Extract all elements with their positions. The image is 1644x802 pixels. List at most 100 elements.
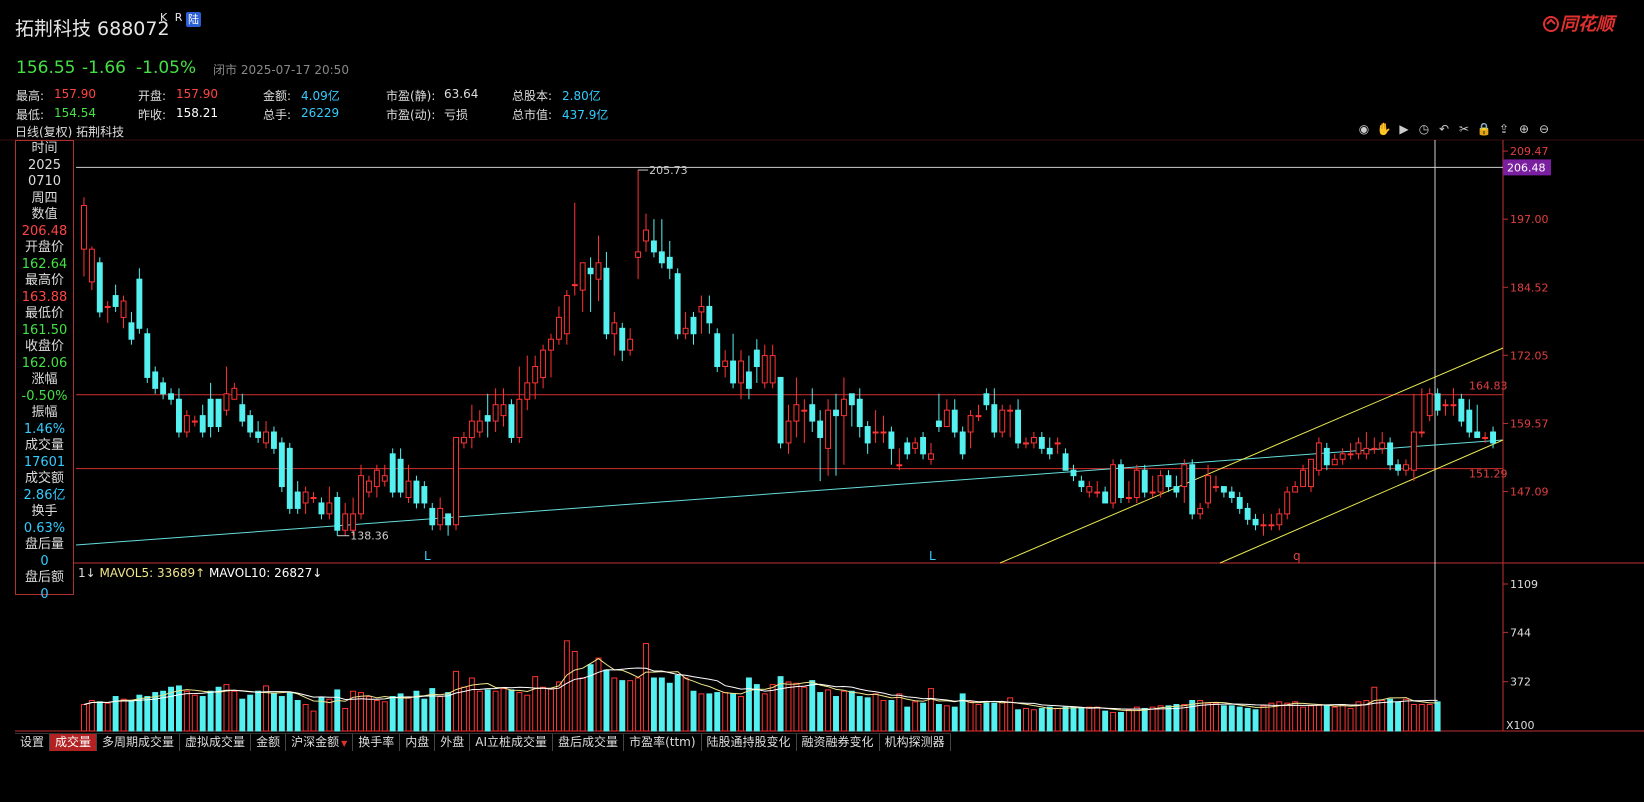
candle[interactable] xyxy=(983,393,990,406)
candle[interactable] xyxy=(326,502,333,515)
volume-bar[interactable] xyxy=(777,676,784,732)
candle[interactable] xyxy=(1331,458,1338,466)
candle[interactable] xyxy=(397,458,404,493)
volume-bar[interactable] xyxy=(793,682,800,732)
candle[interactable] xyxy=(943,409,950,428)
candle[interactable] xyxy=(350,513,357,531)
candle[interactable] xyxy=(587,267,594,275)
candle[interactable] xyxy=(524,382,531,400)
volume-bar[interactable] xyxy=(1363,700,1370,732)
channel-lower-line[interactable] xyxy=(1219,439,1504,564)
volume-bar[interactable] xyxy=(524,694,531,732)
candle[interactable] xyxy=(1236,497,1243,509)
tab-5[interactable]: 沪深金额 ▼ xyxy=(286,734,354,751)
volume-bar[interactable] xyxy=(1197,700,1204,732)
candle[interactable] xyxy=(1426,393,1433,417)
hand-icon[interactable]: ✋ xyxy=(1376,122,1392,136)
volume-bar[interactable] xyxy=(1181,703,1188,732)
volume-bar[interactable] xyxy=(326,698,333,732)
volume-bar[interactable] xyxy=(294,700,301,732)
candle[interactable] xyxy=(1007,409,1014,412)
candle[interactable] xyxy=(920,436,927,455)
candle[interactable] xyxy=(698,305,705,313)
tab-9[interactable]: AI立桩成交量 xyxy=(470,734,554,751)
volume-bar[interactable] xyxy=(1260,705,1267,732)
volume-bar[interactable] xyxy=(152,692,159,732)
candle[interactable] xyxy=(761,355,768,384)
candle[interactable] xyxy=(1205,475,1212,504)
candle[interactable] xyxy=(1070,469,1077,477)
volume-bar[interactable] xyxy=(817,692,824,732)
volume-bar[interactable] xyxy=(1110,711,1117,732)
volume-bar[interactable] xyxy=(730,693,737,732)
candle[interactable] xyxy=(270,431,277,449)
tab-4[interactable]: 金额 xyxy=(251,734,287,751)
volume-bar[interactable] xyxy=(1371,686,1378,732)
candle[interactable] xyxy=(714,333,721,368)
volume-bar[interactable] xyxy=(753,684,760,732)
volume-bar[interactable] xyxy=(666,682,673,732)
volume-bar[interactable] xyxy=(191,694,198,732)
candle[interactable] xyxy=(1173,486,1180,493)
candle[interactable] xyxy=(769,355,776,384)
candle[interactable] xyxy=(460,436,467,444)
volume-bar[interactable] xyxy=(833,696,839,732)
volume-bar[interactable] xyxy=(532,676,539,732)
volume-bar[interactable] xyxy=(611,677,618,732)
candle[interactable] xyxy=(1094,491,1101,494)
volume-bar[interactable] xyxy=(856,696,863,732)
volume-bar[interactable] xyxy=(1395,701,1402,732)
candle[interactable] xyxy=(1276,513,1283,526)
volume-bar[interactable] xyxy=(563,640,570,732)
volume-bar[interactable] xyxy=(1434,701,1441,732)
candle[interactable] xyxy=(635,251,642,258)
candle[interactable] xyxy=(199,415,206,433)
volume-bar[interactable] xyxy=(1070,706,1077,732)
volume-bar[interactable] xyxy=(999,701,1006,732)
candle[interactable] xyxy=(453,436,459,526)
volume-bar[interactable] xyxy=(365,696,372,732)
candle[interactable] xyxy=(1189,464,1196,515)
candle[interactable] xyxy=(294,491,301,509)
volume-bar[interactable] xyxy=(848,690,855,732)
volume-bar[interactable] xyxy=(587,664,594,732)
volume-bar[interactable] xyxy=(492,690,499,732)
volume-bar[interactable] xyxy=(722,692,729,732)
volume-bar[interactable] xyxy=(1355,701,1362,732)
candle[interactable] xyxy=(848,393,855,406)
candle[interactable] xyxy=(1395,464,1402,471)
volume-bar[interactable] xyxy=(136,694,143,732)
candle[interactable] xyxy=(548,338,554,351)
volume-bar[interactable] xyxy=(1300,706,1307,732)
lock-icon[interactable]: 🔒 xyxy=(1476,122,1492,136)
play-icon[interactable]: ▶ xyxy=(1399,122,1409,136)
volume-bar[interactable] xyxy=(1173,703,1180,732)
volume-bar[interactable] xyxy=(381,701,388,732)
volume-bar[interactable] xyxy=(983,702,990,732)
volume-bar[interactable] xyxy=(1426,703,1433,732)
volume-bar[interactable] xyxy=(516,692,523,732)
tab-7[interactable]: 内盘 xyxy=(400,734,436,751)
undo-icon[interactable]: ↶ xyxy=(1438,122,1450,136)
volume-bar[interactable] xyxy=(358,692,364,732)
candle[interactable] xyxy=(484,415,491,422)
volume-bar[interactable] xyxy=(1347,707,1354,732)
tab-6[interactable]: 换手率 xyxy=(353,734,401,751)
candle[interactable] xyxy=(1387,442,1394,466)
volume-bar[interactable] xyxy=(120,698,127,732)
candle[interactable] xyxy=(120,300,127,318)
volume-bar[interactable] xyxy=(81,703,87,732)
candle[interactable] xyxy=(643,229,649,242)
candle[interactable] xyxy=(128,322,135,340)
volume-bar[interactable] xyxy=(967,701,974,732)
tab-10[interactable]: 盘后成交量 xyxy=(553,734,625,751)
candle[interactable] xyxy=(492,404,499,422)
volume-bar[interactable] xyxy=(175,685,182,732)
candle[interactable] xyxy=(175,398,182,433)
candle[interactable] xyxy=(666,256,673,269)
candle[interactable] xyxy=(1252,518,1259,526)
candle[interactable] xyxy=(413,480,420,504)
tab-0[interactable]: 设置 xyxy=(15,734,51,751)
volume-bar[interactable] xyxy=(278,696,285,732)
